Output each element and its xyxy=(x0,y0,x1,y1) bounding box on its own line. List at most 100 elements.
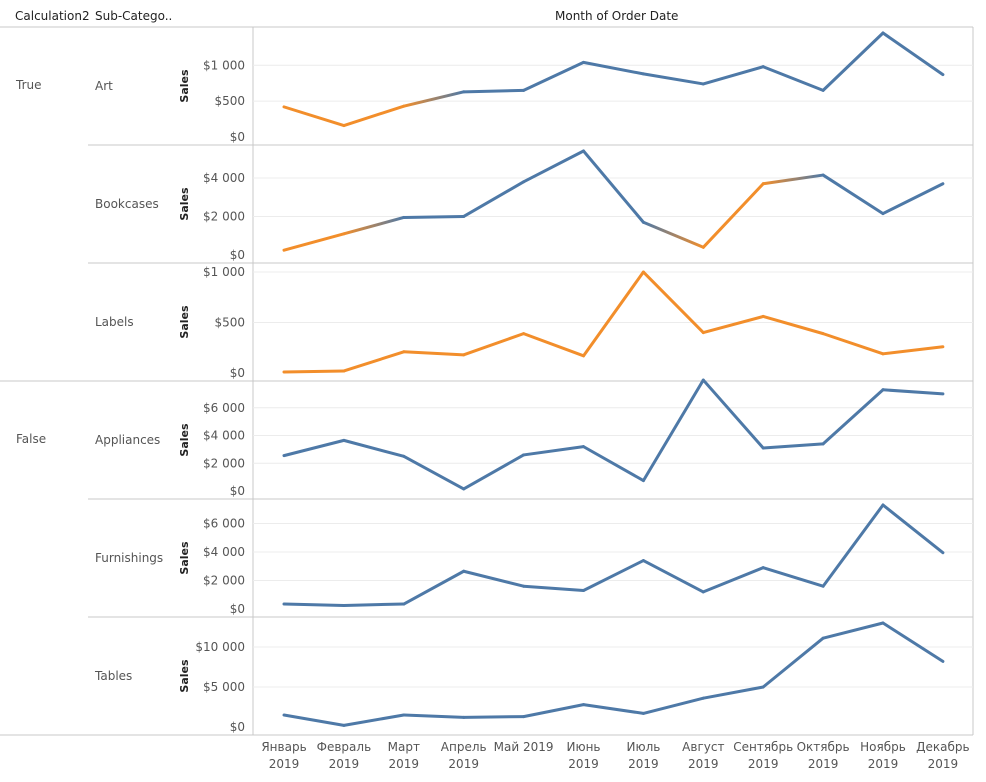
line-segment-furnishings xyxy=(282,602,346,607)
subcategory-label-tables: Tables xyxy=(95,669,133,683)
y-tick-label-appliances: $6 000 xyxy=(203,401,245,415)
line-segment-art xyxy=(402,90,466,108)
line-segment-tables xyxy=(522,703,585,719)
line-segment-bookcases xyxy=(701,182,765,249)
x-tick-label-year: 2019 xyxy=(628,757,659,771)
header-calculation2: Calculation2 xyxy=(15,9,90,23)
x-tick-label-year: 2019 xyxy=(329,757,360,771)
y-axis-title-art: Sales xyxy=(178,69,191,103)
line-segment-furnishings xyxy=(342,602,406,607)
y-tick-label-tables: $5 000 xyxy=(203,680,245,694)
line-segment-appliances xyxy=(462,453,526,491)
x-tick-label-year: 2019 xyxy=(808,757,839,771)
line-segment-appliances xyxy=(582,445,645,483)
y-tick-label-furnishings: $6 000 xyxy=(203,517,245,531)
line-segment-labels xyxy=(761,314,825,336)
line-segment-art xyxy=(821,31,885,92)
line-segment-labels xyxy=(701,314,765,335)
x-tick-label: Ноябрь xyxy=(860,740,906,754)
y-tick-label-tables: $10 000 xyxy=(195,640,245,654)
x-tick-label-year: 2019 xyxy=(568,757,599,771)
line-segment-furnishings xyxy=(701,566,765,594)
line-segment-tables xyxy=(342,713,406,727)
line-segment-art xyxy=(282,105,346,128)
line-segment-furnishings xyxy=(881,503,945,555)
subcategory-label-bookcases: Bookcases xyxy=(95,197,159,211)
y-axis-title-tables: Sales xyxy=(178,659,191,693)
line-segment-labels xyxy=(402,350,466,357)
x-tick-label-year: 2019 xyxy=(748,757,779,771)
line-segment-art xyxy=(522,60,585,92)
x-tick-label-year: 2019 xyxy=(868,757,899,771)
line-segment-tables xyxy=(641,696,705,715)
y-tick-label-bookcases: $2 000 xyxy=(203,209,245,223)
line-segment-tables xyxy=(881,621,945,663)
group-label-true: True xyxy=(16,78,42,92)
x-tick-label: Сентябрь xyxy=(733,740,793,754)
line-segment-art xyxy=(462,88,526,94)
subcategory-label-labels: Labels xyxy=(95,315,134,329)
line-segment-art xyxy=(342,104,406,128)
line-segment-art xyxy=(881,31,945,77)
x-tick-label: Февраль xyxy=(317,740,372,754)
line-segment-labels xyxy=(821,332,885,356)
y-tick-label-art: $0 xyxy=(230,130,245,144)
line-segment-labels xyxy=(462,332,526,357)
line-segment-appliances xyxy=(821,388,885,446)
y-tick-label-furnishings: $0 xyxy=(230,602,245,616)
line-segment-furnishings xyxy=(641,559,705,594)
line-segment-furnishings xyxy=(522,584,585,592)
x-tick-label: Март xyxy=(388,740,420,754)
x-tick-label: Июль xyxy=(626,740,660,754)
line-segment-bookcases xyxy=(641,220,705,249)
y-tick-label-labels: $1 000 xyxy=(203,265,245,279)
line-segment-tables xyxy=(821,621,885,640)
line-segment-art xyxy=(761,65,825,92)
y-tick-label-art: $1 000 xyxy=(203,58,245,72)
line-segment-tables xyxy=(462,715,526,719)
header-month-of-order-date: Month of Order Date xyxy=(555,9,679,23)
line-segment-appliances xyxy=(402,454,466,491)
x-tick-label-year: 2019 xyxy=(269,757,300,771)
y-axis-title-bookcases: Sales xyxy=(178,187,191,221)
subcategory-label-furnishings: Furnishings xyxy=(95,551,164,565)
y-axis-title-labels: Sales xyxy=(178,305,191,339)
line-segment-tables xyxy=(761,636,825,689)
line-segment-art xyxy=(582,60,645,76)
x-tick-label: Декабрь xyxy=(916,740,969,754)
line-segment-furnishings xyxy=(582,559,645,592)
y-tick-label-bookcases: $4 000 xyxy=(203,171,245,185)
line-segment-bookcases xyxy=(821,173,885,216)
line-segment-art xyxy=(641,72,705,86)
line-segment-appliances xyxy=(761,442,825,450)
y-tick-label-furnishings: $4 000 xyxy=(203,545,245,559)
line-segment-furnishings xyxy=(761,566,825,588)
line-segment-appliances xyxy=(522,445,585,457)
x-tick-label: Январь xyxy=(261,740,306,754)
y-tick-label-tables: $0 xyxy=(230,720,245,734)
y-tick-label-bookcases: $0 xyxy=(230,248,245,262)
y-tick-label-appliances: $4 000 xyxy=(203,429,245,443)
line-segment-bookcases xyxy=(462,180,526,218)
subcategory-label-art: Art xyxy=(95,79,113,93)
line-segment-appliances xyxy=(282,438,346,458)
y-tick-label-appliances: $0 xyxy=(230,484,245,498)
group-label-false: False xyxy=(16,432,47,446)
header-sub-category: Sub-Catego.. xyxy=(95,9,173,23)
x-tick-label: Октябрь xyxy=(797,740,850,754)
line-segment-bookcases xyxy=(522,149,585,184)
y-tick-label-labels: $500 xyxy=(214,316,245,330)
subcategory-label-appliances: Appliances xyxy=(95,433,161,447)
line-segment-labels xyxy=(881,345,945,356)
y-tick-label-labels: $0 xyxy=(230,366,245,380)
line-segment-tables xyxy=(582,703,645,715)
line-segment-furnishings xyxy=(462,569,526,588)
x-tick-label-year: 2019 xyxy=(928,757,959,771)
line-segment-labels xyxy=(282,369,346,374)
line-segment-bookcases xyxy=(582,149,645,224)
line-segment-labels xyxy=(582,270,645,358)
line-segment-appliances xyxy=(701,378,765,450)
line-segment-bookcases xyxy=(761,173,825,186)
x-tick-label: Август xyxy=(682,740,724,754)
y-tick-label-appliances: $2 000 xyxy=(203,456,245,470)
